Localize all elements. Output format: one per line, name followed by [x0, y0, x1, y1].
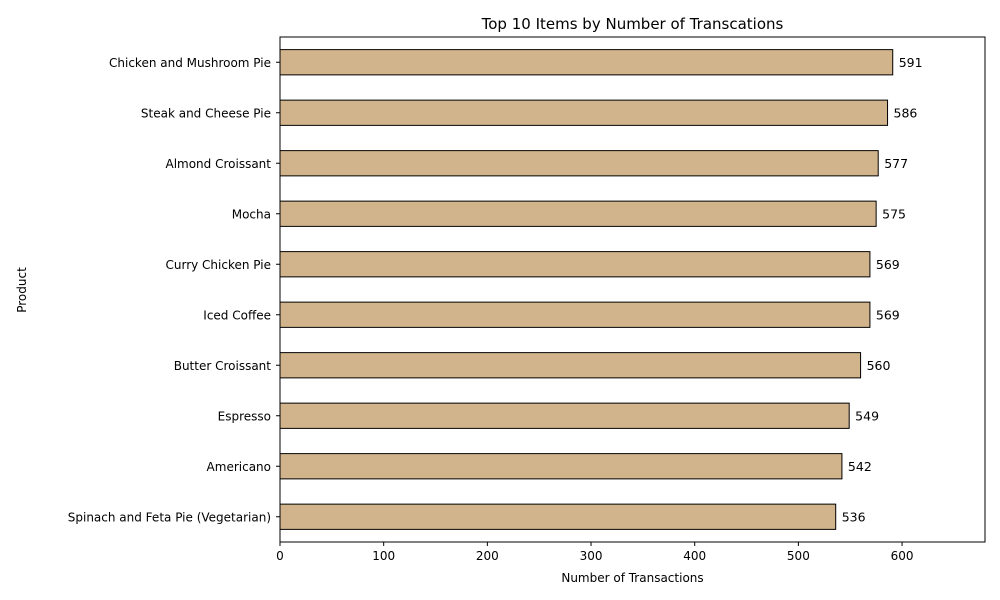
y-tick-label-9: Spinach and Feta Pie (Vegetarian) — [68, 510, 271, 524]
y-tick-label-5: Iced Coffee — [203, 308, 271, 322]
value-label-7: 549 — [855, 408, 879, 423]
plot-frame — [279, 36, 986, 543]
x-tick-label-6: 600 — [891, 549, 914, 563]
value-labels-layer: 591 586 577 575 569 569 560 549 542 536 — [842, 55, 923, 525]
bar-0 — [279, 49, 894, 76]
bar-8 — [279, 453, 843, 480]
y-tick-label-7: Espresso — [218, 409, 271, 423]
x-tick-label-3: 300 — [580, 549, 603, 563]
y-tick-label-8: Americano — [207, 460, 271, 474]
y-tick-label-6: Butter Croissant — [174, 359, 272, 373]
value-label-0: 591 — [899, 55, 923, 70]
y-tick-label-4: Curry Chicken Pie — [166, 258, 272, 272]
bar-4 — [279, 251, 871, 278]
value-label-8: 542 — [848, 459, 872, 474]
x-axis-label: Number of Transactions — [561, 571, 703, 585]
bar-6 — [279, 352, 862, 379]
value-label-2: 577 — [884, 156, 908, 171]
y-axis-label: Product — [15, 267, 29, 313]
x-axis: 0 100 200 300 400 500 600 — [276, 542, 914, 563]
bar-5 — [279, 301, 871, 328]
value-label-3: 575 — [882, 206, 906, 221]
x-tick-label-2: 200 — [476, 549, 499, 563]
x-tick-label-4: 400 — [683, 549, 706, 563]
x-tick-label-0: 0 — [276, 549, 284, 563]
chart-title: Top 10 Items by Number of Transcations — [481, 15, 784, 33]
y-tick-label-3: Mocha — [232, 207, 271, 221]
x-tick-label-5: 500 — [787, 549, 810, 563]
y-axis: Chicken and Mushroom Pie Steak and Cheese… — [68, 56, 280, 524]
x-tick-label-1: 100 — [372, 549, 395, 563]
bar-1 — [279, 99, 889, 126]
value-label-5: 569 — [876, 307, 900, 322]
bar-2 — [279, 150, 879, 177]
value-label-4: 569 — [876, 257, 900, 272]
y-tick-label-2: Almond Croissant — [165, 157, 271, 171]
y-tick-label-1: Steak and Cheese Pie — [141, 106, 271, 120]
value-label-1: 586 — [894, 105, 918, 120]
y-tick-label-0: Chicken and Mushroom Pie — [109, 56, 271, 70]
bar-3 — [279, 200, 877, 227]
value-label-6: 560 — [867, 358, 891, 373]
bar-7 — [279, 402, 850, 429]
bar-9 — [279, 503, 837, 530]
value-label-9: 536 — [842, 509, 866, 524]
bars-layer — [279, 49, 894, 530]
